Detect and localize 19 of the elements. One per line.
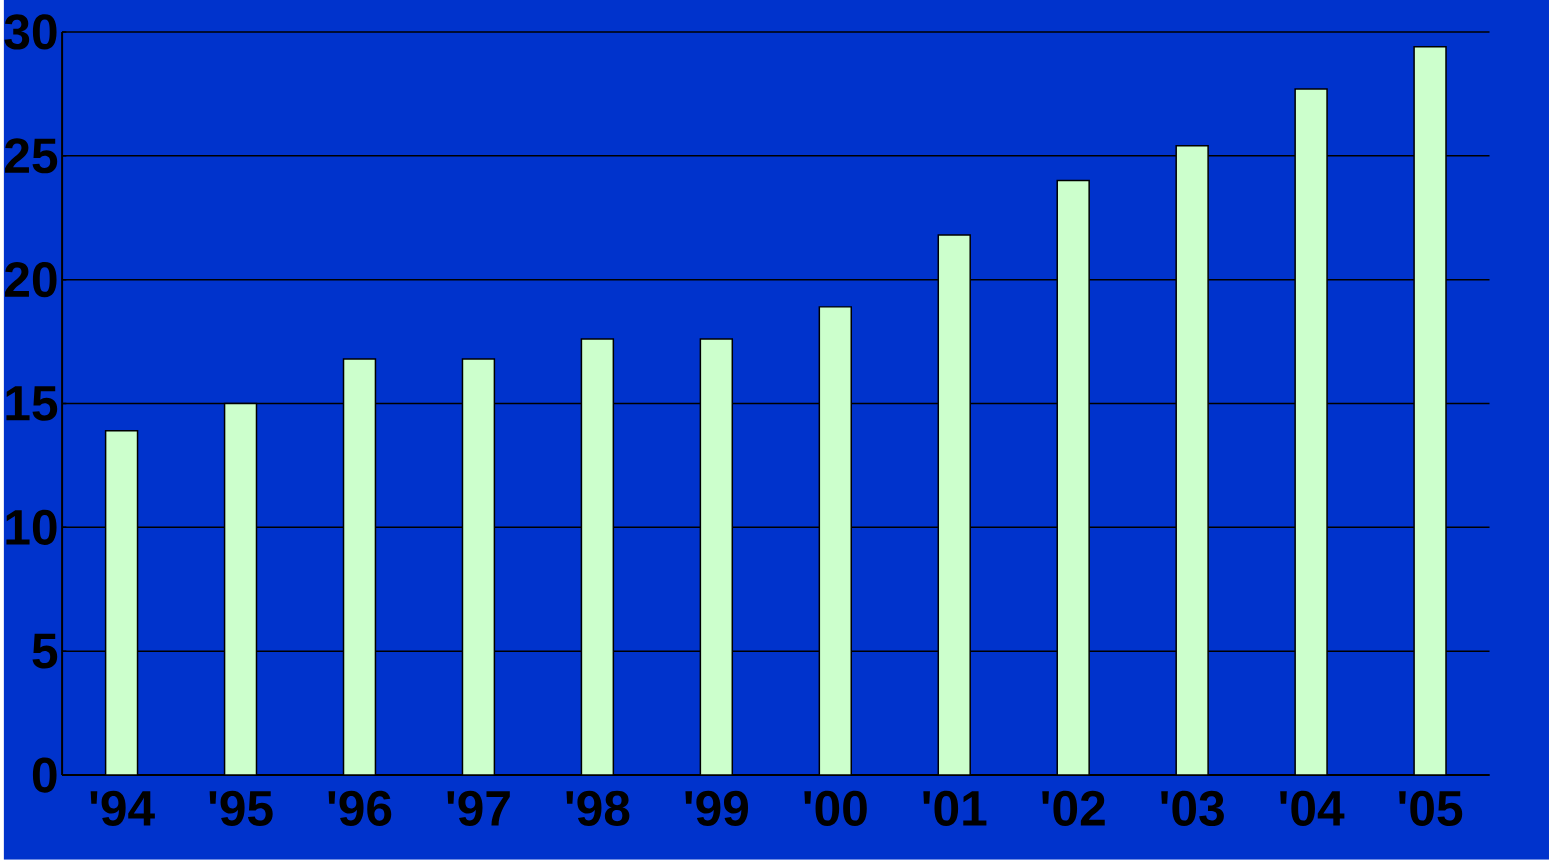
x-tick-label: '95 bbox=[209, 790, 273, 827]
x-tick-label: '03 bbox=[1161, 790, 1224, 827]
x-tick-label: '02 bbox=[1042, 790, 1105, 827]
x-tick-label: '97 bbox=[447, 790, 510, 827]
y-tick-label: 20 bbox=[5, 262, 57, 298]
x-tick-label: '01 bbox=[923, 790, 987, 827]
x-tick-label: '96 bbox=[328, 790, 392, 827]
x-tick-label: '00 bbox=[804, 790, 867, 827]
x-tick-label: '99 bbox=[685, 790, 749, 827]
y-tick-label: 30 bbox=[4, 14, 57, 50]
y-tick-label: 10 bbox=[6, 509, 57, 546]
y-tick-label: 25 bbox=[5, 138, 58, 174]
x-tick-label: '04 bbox=[1280, 790, 1345, 827]
y-tick-label: 5 bbox=[32, 633, 58, 669]
x-tick-label: '98 bbox=[566, 790, 630, 827]
y-tick-label: 15 bbox=[6, 386, 58, 421]
x-tick-label: '05 bbox=[1399, 790, 1463, 827]
x-tick-label: '94 bbox=[90, 790, 155, 827]
y-tick-label: 0 bbox=[32, 757, 57, 793]
